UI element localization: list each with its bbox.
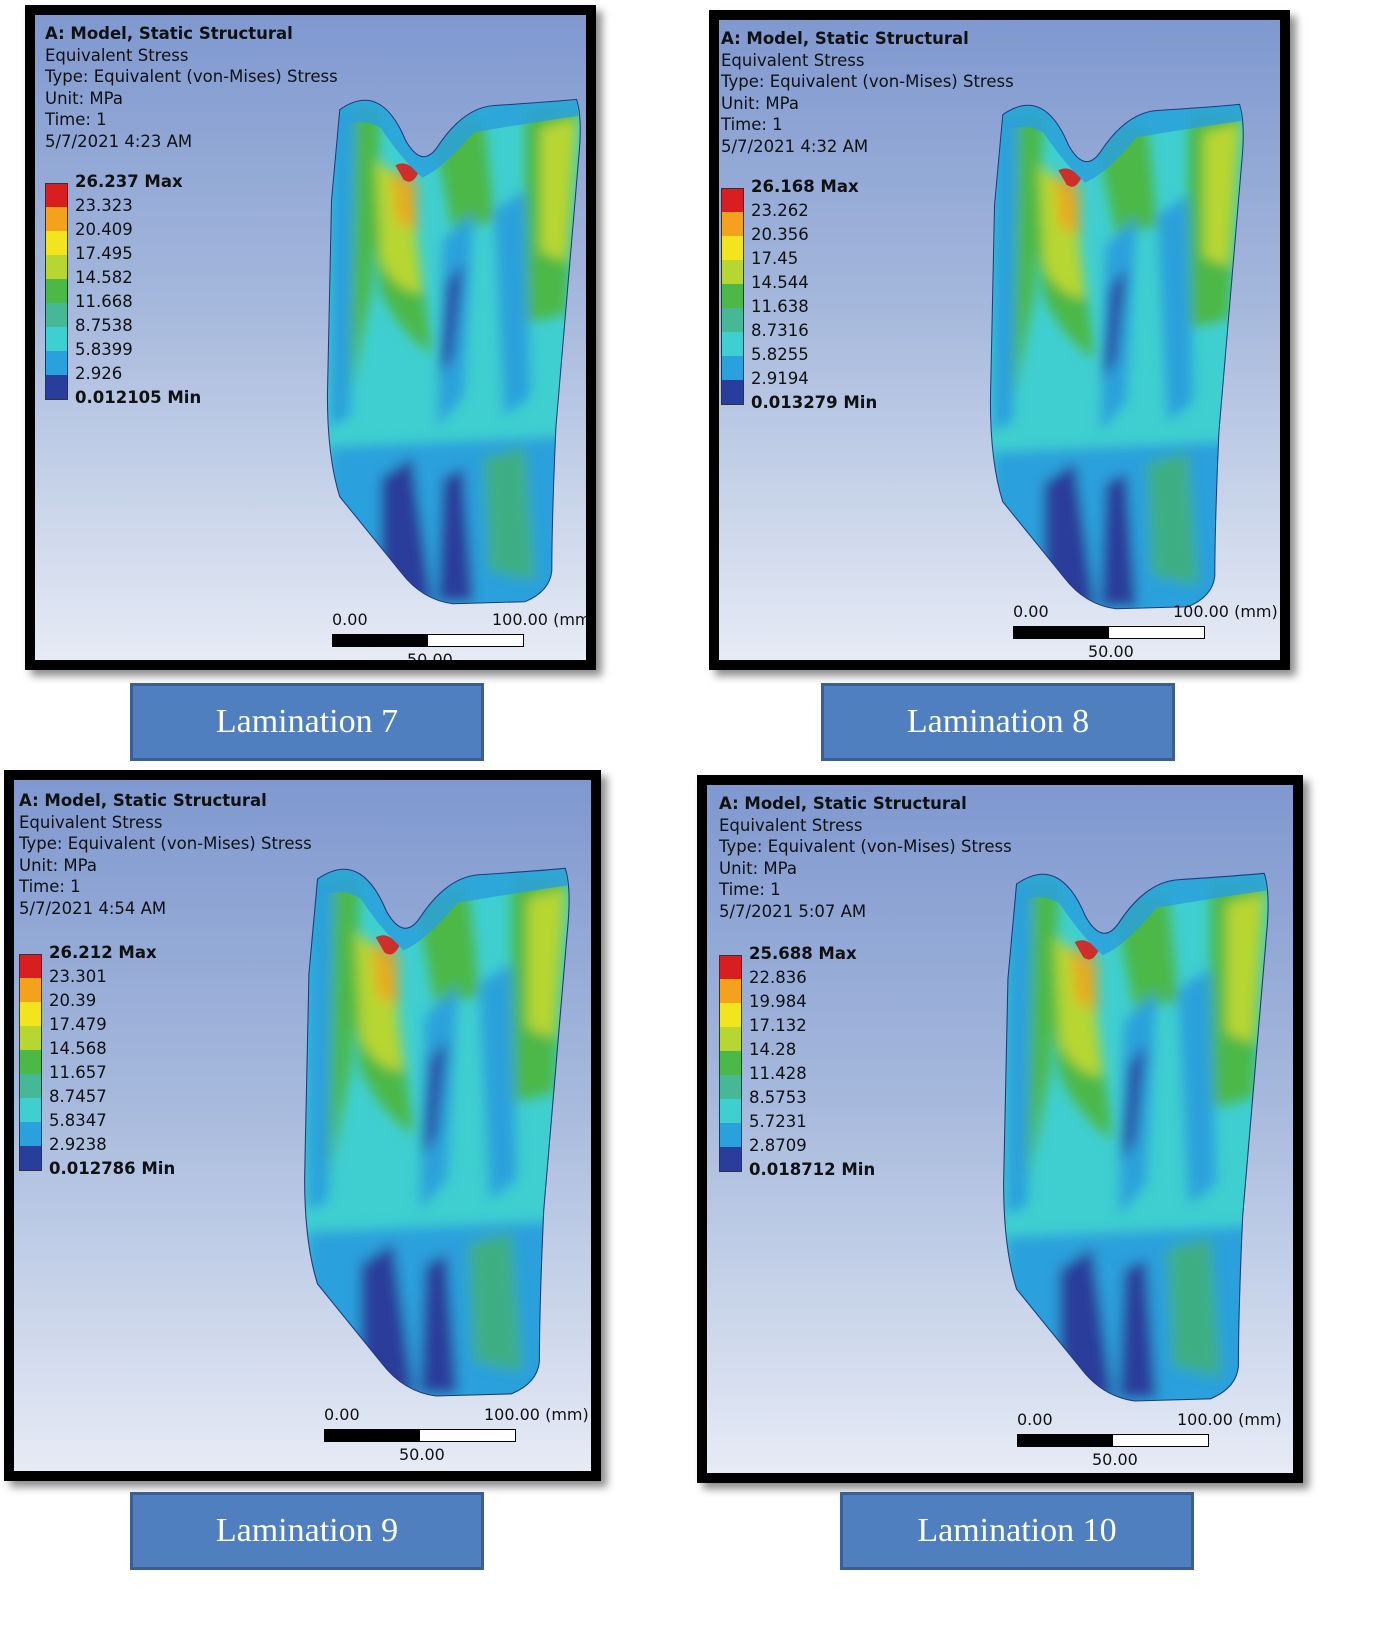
legend-value: 8.7538 — [75, 316, 133, 335]
scale-end: 100.00 (mm) — [1177, 1410, 1282, 1429]
stress-contour-model[interactable] — [296, 850, 576, 1410]
legend-max: 25.688 Max — [749, 944, 857, 963]
result-name: Equivalent Stress — [721, 50, 865, 70]
result-time: Time: 1 — [719, 880, 781, 899]
viewport[interactable]: A: Model, Static Structural Equivalent S… — [719, 20, 1280, 660]
legend-value: 20.409 — [75, 220, 133, 239]
viewport[interactable]: A: Model, Static Structural Equivalent S… — [14, 780, 591, 1471]
legend-value: 20.356 — [751, 225, 809, 244]
legend-value: 2.9238 — [49, 1135, 107, 1154]
legend-value: 11.668 — [75, 292, 133, 311]
viewport[interactable]: A: Model, Static Structural Equivalent S… — [707, 785, 1293, 1473]
scale-mid: 50.00 — [399, 1445, 445, 1464]
stress-contour-model[interactable] — [318, 87, 586, 612]
legend-value: 8.5753 — [749, 1088, 807, 1107]
caption-lamination-9: Lamination 9 — [130, 1492, 484, 1570]
scale-end: 100.00 (mm) — [484, 1405, 589, 1424]
caption-lamination-8: Lamination 8 — [821, 683, 1175, 761]
legend-max: 26.168 Max — [751, 177, 859, 196]
legend-value: 23.262 — [751, 201, 809, 220]
result-name: Equivalent Stress — [719, 815, 863, 835]
scale-start: 0.00 — [324, 1405, 360, 1424]
legend-value: 8.7316 — [751, 321, 809, 340]
legend-value: 2.926 — [75, 364, 123, 383]
scale-end: 100.00 (mm) — [492, 610, 586, 629]
stress-contour-model[interactable] — [995, 855, 1275, 1415]
legend-value: 17.495 — [75, 244, 133, 263]
result-unit: Unit: MPa — [19, 855, 97, 875]
legend-value: 2.9194 — [751, 369, 809, 388]
result-panel-3: A: Model, Static Structural Equivalent S… — [4, 770, 601, 1481]
legend-value: 17.45 — [751, 249, 799, 268]
result-date: 5/7/2021 4:23 AM — [45, 131, 193, 151]
result-unit: Unit: MPa — [45, 88, 123, 108]
result-type: Type: Equivalent (von-Mises) Stress — [721, 72, 1014, 91]
result-name: Equivalent Stress — [19, 812, 163, 832]
legend-value: 23.301 — [49, 967, 107, 986]
legend-value: 5.8399 — [75, 340, 133, 359]
result-header: A: Model, Static Structural Equivalent S… — [19, 790, 312, 919]
legend-min: 0.012105 Min — [75, 388, 202, 407]
analysis-title: A: Model, Static Structural — [719, 794, 967, 813]
legend-value: 11.638 — [751, 297, 809, 316]
legend-max: 26.212 Max — [49, 943, 157, 962]
legend-value: 11.428 — [749, 1064, 807, 1083]
legend-value: 14.582 — [75, 268, 133, 287]
scale-start: 0.00 — [1017, 1410, 1053, 1429]
result-name: Equivalent Stress — [45, 45, 189, 65]
result-date: 5/7/2021 5:07 AM — [719, 901, 867, 921]
legend-value: 22.836 — [749, 968, 807, 987]
scale-start: 0.00 — [332, 610, 368, 629]
legend-value: 5.8347 — [49, 1111, 107, 1130]
caption-lamination-10: Lamination 10 — [840, 1492, 1194, 1570]
result-unit: Unit: MPa — [721, 93, 799, 113]
result-time: Time: 1 — [19, 877, 81, 896]
legend-value: 17.479 — [49, 1015, 107, 1034]
legend-min: 0.018712 Min — [749, 1160, 876, 1179]
legend-value: 14.28 — [749, 1040, 797, 1059]
legend-value: 11.657 — [49, 1063, 107, 1082]
result-header: A: Model, Static Structural Equivalent S… — [45, 23, 338, 152]
scale-mid: 50.00 — [1088, 642, 1134, 660]
legend-value: 23.323 — [75, 196, 133, 215]
result-header: A: Model, Static Structural Equivalent S… — [719, 793, 1012, 922]
analysis-title: A: Model, Static Structural — [19, 791, 267, 810]
legend-min: 0.013279 Min — [751, 393, 878, 412]
result-date: 5/7/2021 4:54 AM — [19, 898, 167, 918]
scale-start: 0.00 — [1013, 602, 1049, 621]
result-date: 5/7/2021 4:32 AM — [721, 136, 869, 156]
result-type: Type: Equivalent (von-Mises) Stress — [45, 67, 338, 86]
scale-mid: 50.00 — [1092, 1450, 1138, 1469]
viewport[interactable]: A: Model, Static Structural Equivalent S… — [35, 15, 586, 660]
scale-mid: 50.00 — [407, 650, 453, 660]
result-panel-1: A: Model, Static Structural Equivalent S… — [25, 5, 596, 670]
result-panel-2: A: Model, Static Structural Equivalent S… — [709, 10, 1290, 670]
result-type: Type: Equivalent (von-Mises) Stress — [19, 834, 312, 853]
analysis-title: A: Model, Static Structural — [721, 29, 969, 48]
legend-value: 14.544 — [751, 273, 809, 292]
legend-value: 2.8709 — [749, 1136, 807, 1155]
legend-value: 5.7231 — [749, 1112, 807, 1131]
legend-value: 20.39 — [49, 991, 97, 1010]
legend-value: 5.8255 — [751, 345, 809, 364]
legend-value: 19.984 — [749, 992, 807, 1011]
result-panel-4: A: Model, Static Structural Equivalent S… — [697, 775, 1303, 1483]
result-unit: Unit: MPa — [719, 858, 797, 878]
result-time: Time: 1 — [721, 115, 783, 134]
result-time: Time: 1 — [45, 110, 107, 129]
legend-value: 14.568 — [49, 1039, 107, 1058]
legend-value: 8.7457 — [49, 1087, 107, 1106]
result-type: Type: Equivalent (von-Mises) Stress — [719, 837, 1012, 856]
scale-end: 100.00 (mm) — [1173, 602, 1278, 621]
legend-min: 0.012786 Min — [49, 1159, 176, 1178]
legend-value: 17.132 — [749, 1016, 807, 1035]
stress-contour-model[interactable] — [981, 92, 1251, 617]
analysis-title: A: Model, Static Structural — [45, 24, 293, 43]
result-header: A: Model, Static Structural Equivalent S… — [721, 28, 1014, 157]
caption-lamination-7: Lamination 7 — [130, 683, 484, 761]
legend-max: 26.237 Max — [75, 172, 183, 191]
